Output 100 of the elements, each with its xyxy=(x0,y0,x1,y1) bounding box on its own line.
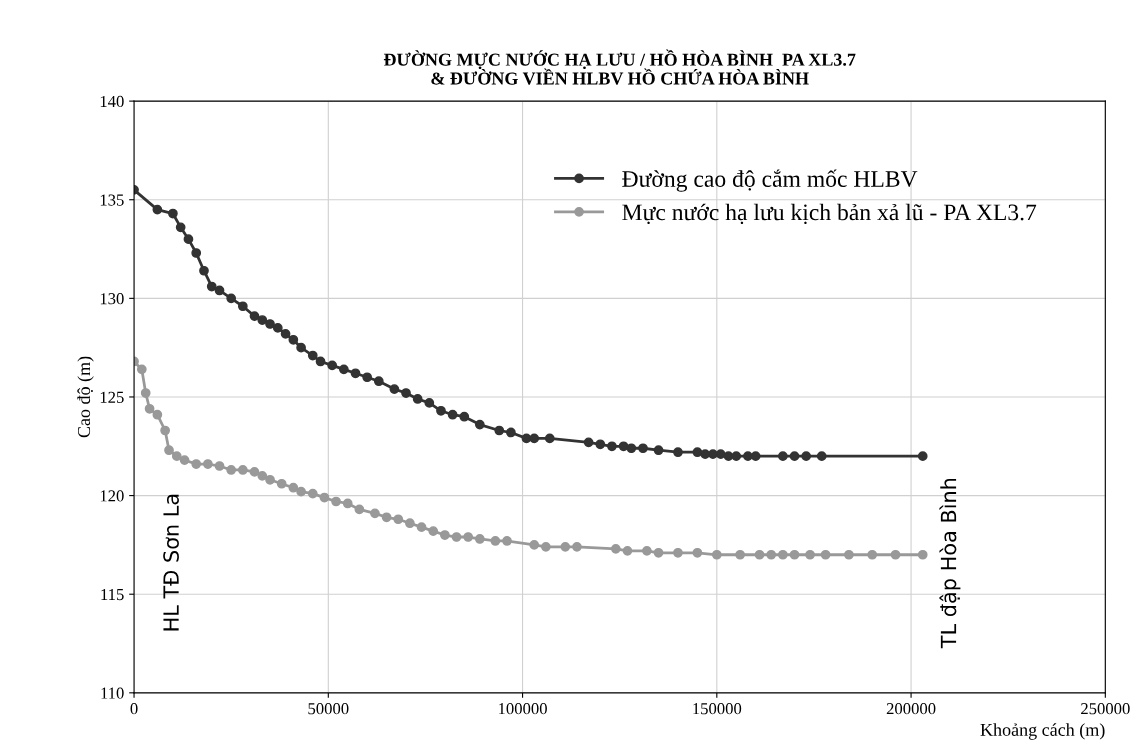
y-tick-label: 140 xyxy=(100,95,124,108)
point xyxy=(288,482,299,493)
point xyxy=(179,455,190,465)
point xyxy=(319,492,330,503)
point xyxy=(412,394,423,404)
point xyxy=(447,409,458,420)
point xyxy=(307,488,318,499)
point xyxy=(529,433,540,444)
point xyxy=(288,334,299,345)
point xyxy=(265,474,275,485)
point xyxy=(175,222,186,233)
point xyxy=(735,549,745,560)
point xyxy=(890,549,901,560)
x-tick-label: 0 xyxy=(130,703,138,715)
y-tick-label: 110 xyxy=(101,687,124,699)
point xyxy=(622,545,633,556)
point xyxy=(381,512,392,523)
point xyxy=(393,514,404,525)
chart-title: ĐƯỜNG MỰC NƯỚC HẠ LƯU / HỒ HÒA BÌNH PA XL3.7 & ĐƯỜNG VIỀN HLBV HỒ CHỨA HÒA BÌNH xyxy=(383,49,856,85)
point xyxy=(723,451,734,462)
point xyxy=(152,204,163,215)
point xyxy=(844,549,854,560)
point xyxy=(354,504,365,515)
point xyxy=(673,447,683,458)
point xyxy=(607,441,617,452)
point xyxy=(265,319,275,329)
point xyxy=(140,388,151,398)
point xyxy=(327,360,338,371)
point xyxy=(226,293,237,304)
point xyxy=(199,265,209,276)
point xyxy=(237,301,248,312)
y-tick-label: 135 xyxy=(100,194,124,206)
point xyxy=(439,530,450,540)
point xyxy=(331,496,341,507)
point xyxy=(315,356,326,367)
point xyxy=(711,549,722,560)
point xyxy=(805,549,815,560)
point xyxy=(342,498,353,509)
point xyxy=(307,350,318,361)
legend-label: Đường cao độ cắm mốc HLBV xyxy=(622,169,918,192)
point xyxy=(191,459,202,469)
y-tick-label: 130 xyxy=(100,293,124,305)
point xyxy=(459,411,470,422)
point xyxy=(572,542,582,552)
point xyxy=(214,461,225,471)
point xyxy=(203,459,213,469)
x-tick-label: 250000 xyxy=(1081,703,1130,715)
y-tick-label: 125 xyxy=(100,391,124,403)
point xyxy=(160,425,170,436)
point xyxy=(653,547,664,558)
point xyxy=(766,549,777,560)
point xyxy=(272,323,283,333)
point xyxy=(626,443,637,454)
point xyxy=(338,364,349,375)
point xyxy=(451,532,462,542)
point xyxy=(560,542,571,552)
point xyxy=(389,384,400,394)
point xyxy=(214,285,225,296)
point xyxy=(183,234,194,245)
point xyxy=(428,526,439,536)
point xyxy=(544,433,555,444)
point xyxy=(789,451,800,462)
x-tick-label: 100000 xyxy=(499,703,547,715)
point xyxy=(917,549,928,560)
point xyxy=(463,532,474,542)
point xyxy=(373,376,384,387)
point xyxy=(280,328,291,339)
point xyxy=(370,508,380,519)
point xyxy=(820,549,831,560)
point xyxy=(789,549,800,560)
point xyxy=(136,364,147,375)
point xyxy=(638,443,648,454)
point xyxy=(401,388,411,398)
point xyxy=(506,427,516,438)
point xyxy=(164,445,174,456)
point xyxy=(692,547,703,558)
point xyxy=(610,543,621,554)
x-tick-label: 200000 xyxy=(886,703,936,715)
point xyxy=(474,534,485,544)
x-axis-title: Khoảng cách (m) xyxy=(980,723,1105,740)
point xyxy=(494,425,505,436)
point xyxy=(350,368,361,379)
point xyxy=(673,547,683,558)
point xyxy=(416,522,427,533)
point xyxy=(816,451,827,462)
point xyxy=(168,208,178,219)
point xyxy=(708,449,718,460)
x-tick-label: 50000 xyxy=(308,703,349,715)
point xyxy=(778,549,788,560)
point xyxy=(296,342,306,353)
legend-label: Mực nước hạ lưu kịch bản xả lũ - PA XL3.7 xyxy=(622,203,1037,225)
point xyxy=(191,248,202,258)
point xyxy=(595,439,606,450)
point xyxy=(206,281,217,292)
point xyxy=(144,403,155,414)
point xyxy=(436,405,446,416)
point xyxy=(529,540,540,550)
point xyxy=(502,536,512,546)
y-tick-label: 115 xyxy=(101,588,124,601)
point xyxy=(867,549,878,560)
